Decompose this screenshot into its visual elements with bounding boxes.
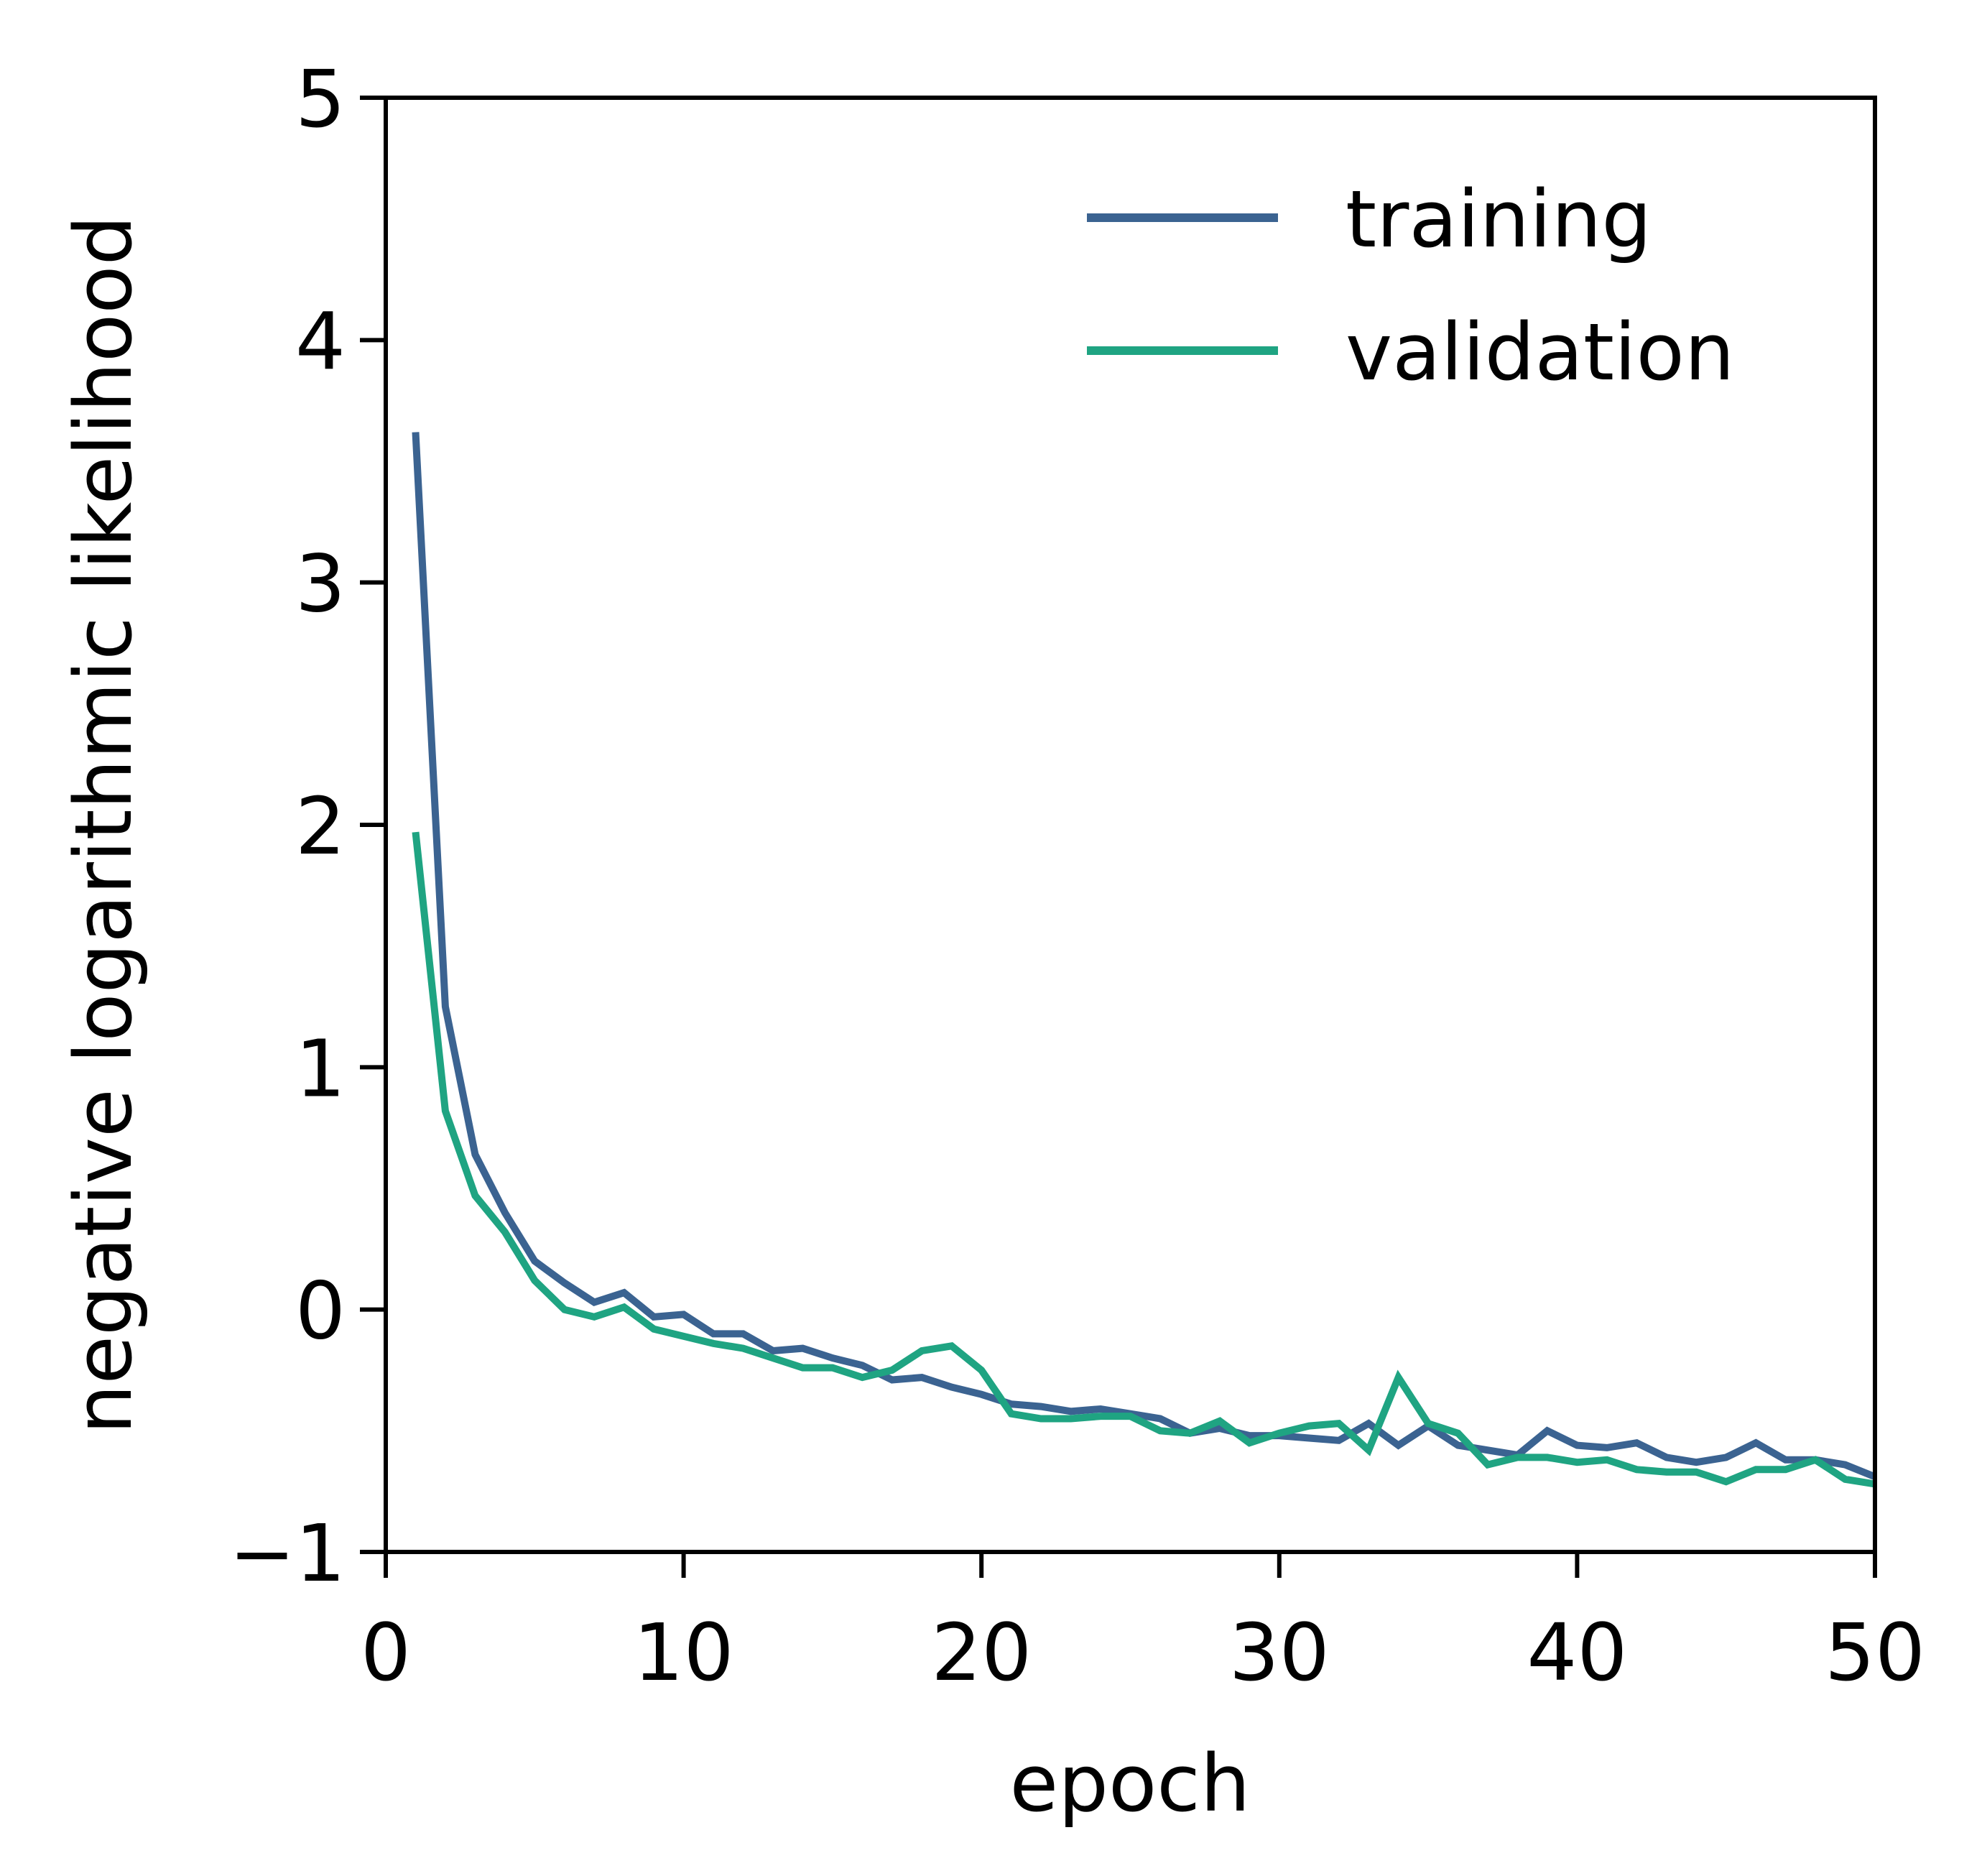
x-tick-label: 10 [634, 1607, 734, 1699]
series-line-training [412, 432, 1876, 1481]
legend-label-training: training [1346, 173, 1652, 265]
x-tick-label: 40 [1527, 1607, 1627, 1699]
x-tick-label: 50 [1825, 1607, 1925, 1699]
x-tick-label: 30 [1229, 1607, 1330, 1699]
legend-label-validation: validation [1346, 306, 1735, 398]
y-axis-label: negative logarithmic likelihood [57, 216, 149, 1435]
y-tick-label: 1 [295, 1022, 346, 1114]
series-line-validation [412, 831, 1876, 1488]
x-tick-label: 20 [931, 1607, 1032, 1699]
y-tick-label: 5 [295, 53, 346, 145]
x-axis-label: epoch [1010, 1737, 1251, 1829]
y-tick-label: −1 [229, 1507, 346, 1599]
x-tick-label: 0 [361, 1607, 411, 1699]
series-layer [412, 432, 1876, 1488]
y-tick-label: 0 [295, 1265, 346, 1357]
y-tick-label: 3 [295, 538, 346, 630]
y-tick-label: 4 [295, 295, 346, 387]
legend: training validation [1087, 173, 1735, 398]
y-tick-label: 2 [295, 780, 346, 872]
